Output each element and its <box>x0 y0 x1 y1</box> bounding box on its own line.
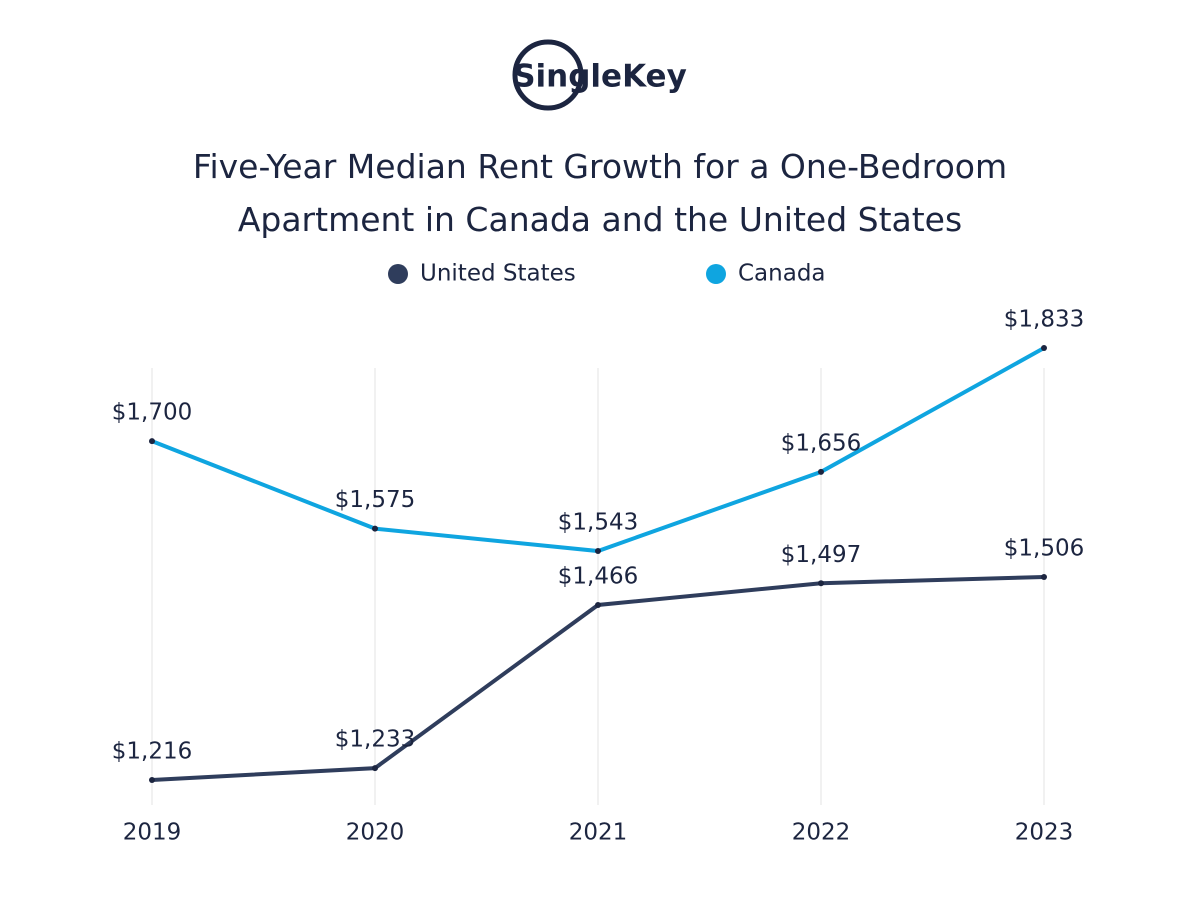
data-label: $1,543 <box>558 510 638 536</box>
x-tick-label: 2022 <box>792 820 851 846</box>
data-point <box>595 601 601 608</box>
data-label: $1,216 <box>112 739 192 765</box>
logo-ring <box>512 39 584 111</box>
data-label: $1,833 <box>1004 307 1084 333</box>
x-tick-label: 2020 <box>346 820 405 846</box>
data-point <box>818 468 824 475</box>
x-tick-label: 2019 <box>123 820 182 846</box>
legend-marker <box>706 264 726 284</box>
data-label: $1,656 <box>781 430 861 456</box>
data-point <box>372 525 378 532</box>
data-point <box>1041 573 1047 580</box>
chart-title: Five-Year Median Rent Growth for a One-B… <box>192 147 1008 239</box>
data-label: $1,506 <box>1004 535 1084 561</box>
data-point <box>818 580 824 587</box>
data-label: $1,575 <box>335 487 415 513</box>
data-label: $1,233 <box>335 727 415 753</box>
data-point <box>1041 345 1047 351</box>
data-point <box>595 548 601 555</box>
data-point <box>149 438 155 445</box>
data-point <box>372 765 378 772</box>
logo: SingleKey <box>513 59 687 95</box>
data-point <box>149 777 155 783</box>
x-tick-label: 2023 <box>1015 820 1074 846</box>
data-label: $1,700 <box>112 400 192 426</box>
legend-marker <box>388 264 408 284</box>
data-label: $1,466 <box>558 563 638 589</box>
x-tick-label: 2021 <box>569 820 628 846</box>
legend-label: Canada <box>738 261 826 287</box>
data-label: $1,497 <box>781 542 861 568</box>
legend-label: United States <box>420 261 576 287</box>
